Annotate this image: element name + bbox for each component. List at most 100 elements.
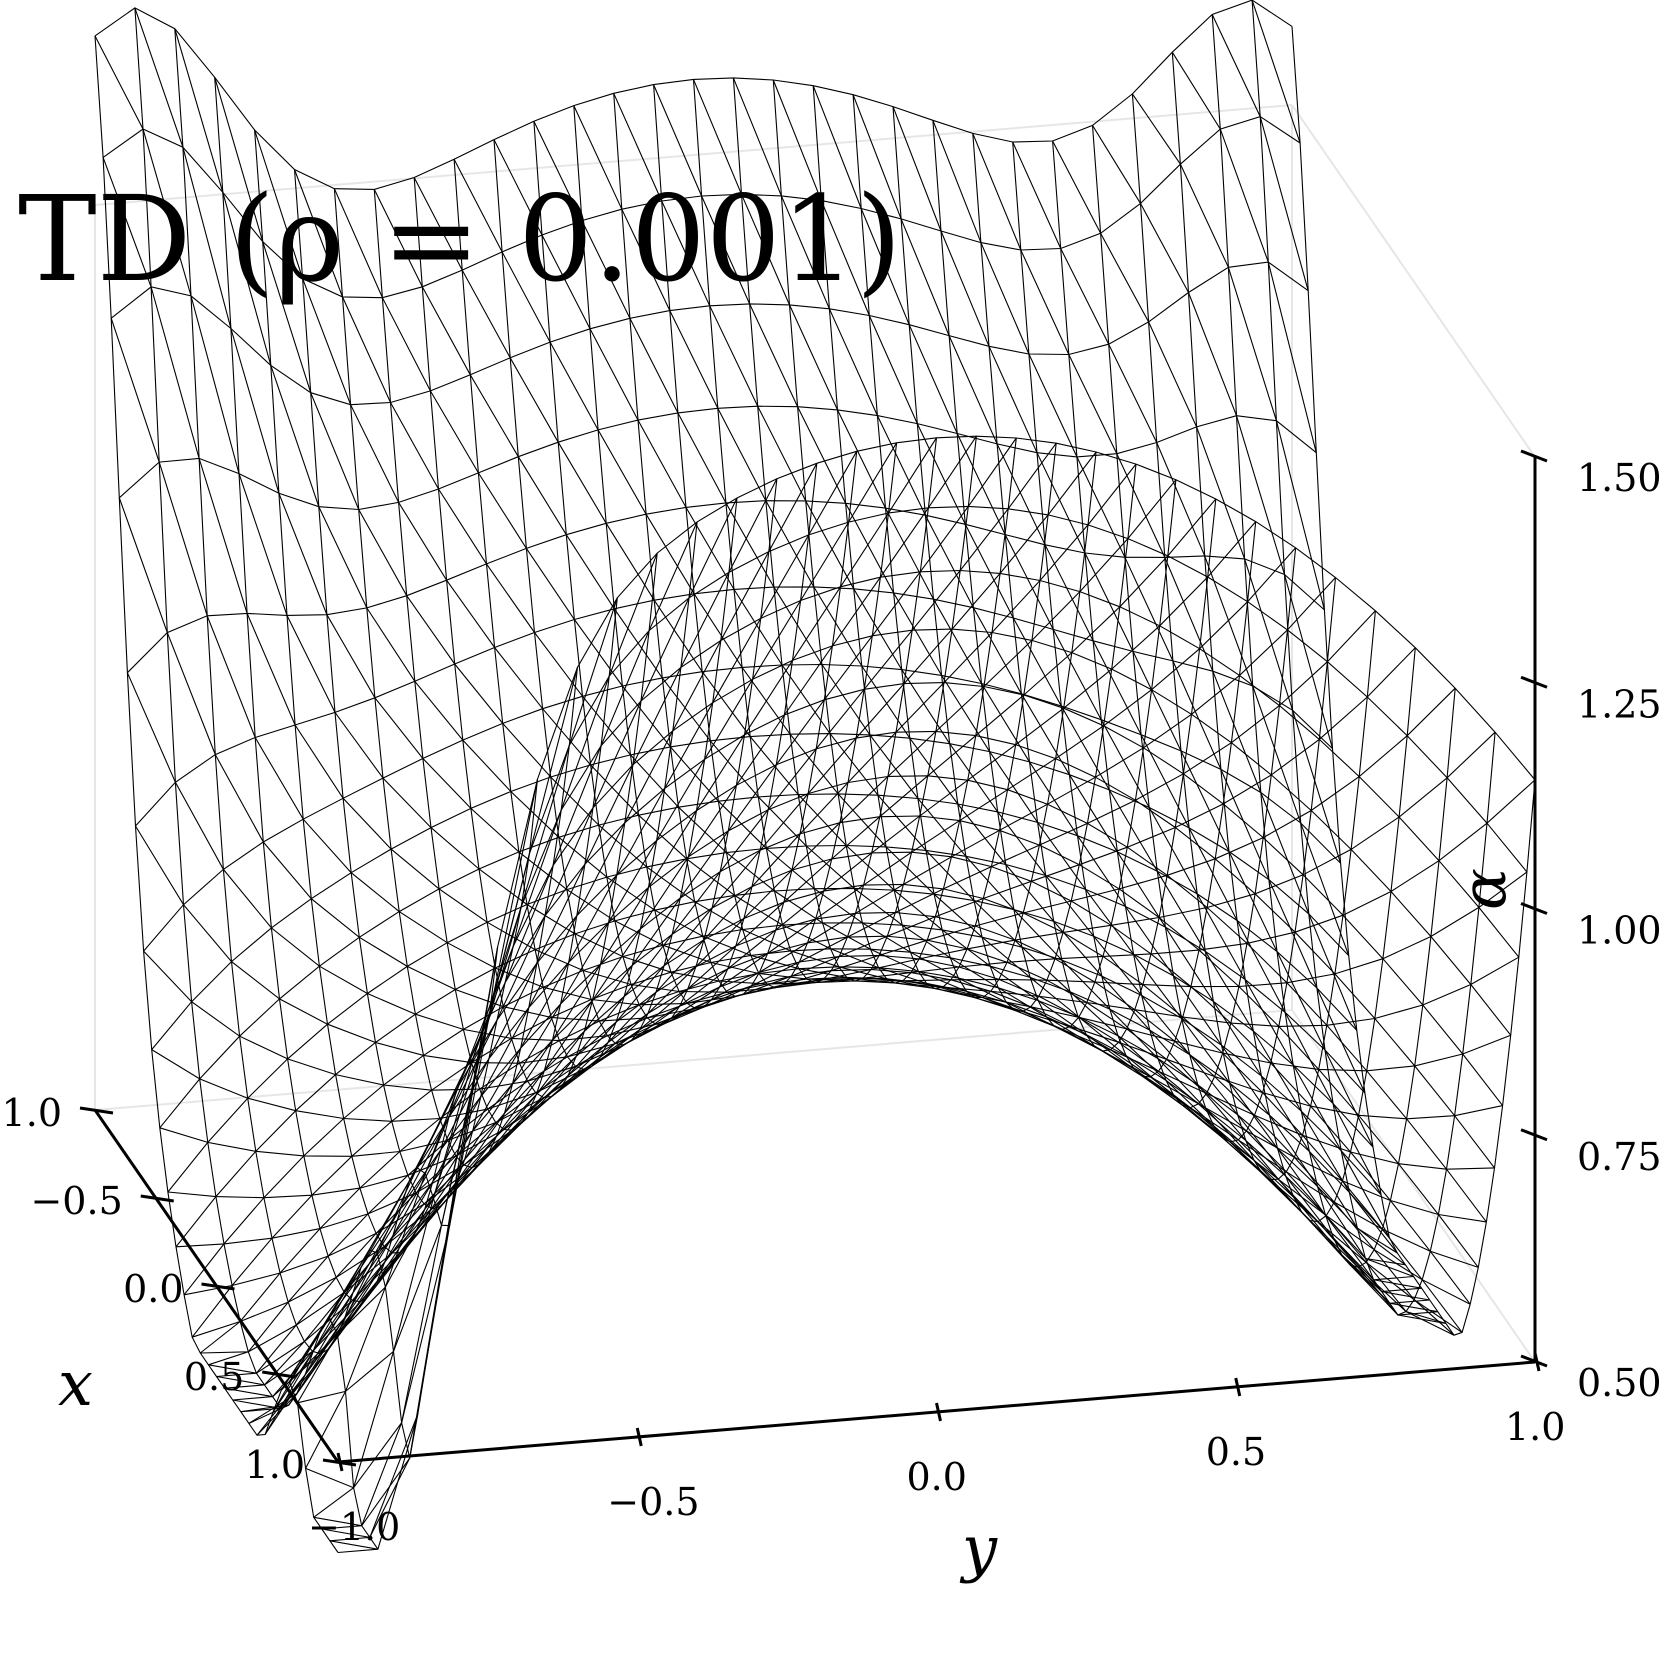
mesh-line-diag (613, 93, 1430, 1301)
mesh-line-diag (134, 7, 1528, 988)
y-axis-line (337, 1360, 1536, 1464)
mesh-line-diag (653, 84, 1422, 1289)
mesh-line-diag (1012, 141, 1350, 956)
mesh-line-diag (329, 1540, 378, 1550)
y-tick-label: 1.0 (1505, 1405, 1565, 1449)
y-tick-mark (635, 1427, 643, 1447)
mesh-line-diag (972, 133, 1358, 1031)
mesh-line-x (127, 500, 1325, 674)
mesh-line-x (329, 505, 1528, 1542)
mesh-line-diag (1211, 14, 1309, 291)
mesh-line-diag (932, 120, 1366, 1094)
mesh-line-diag (256, 497, 738, 1436)
z-tick-mark (1520, 1354, 1548, 1368)
x-tick-label: 0.5 (184, 1355, 244, 1399)
mesh-line-diag (183, 451, 1097, 1296)
mesh-line-diag (110, 318, 1456, 1006)
mesh-line-diag (159, 498, 1217, 1157)
mesh-line-diag (453, 159, 1463, 1333)
y-tick-label: 0.0 (907, 1455, 967, 1499)
mesh-line-diag (812, 85, 1390, 1238)
mesh-line-diag (1131, 93, 1325, 611)
mesh-line-diag (732, 77, 1406, 1266)
mesh-line-y (1291, 26, 1536, 1336)
mesh-line-diag (151, 521, 1257, 1122)
mesh-line-y (1171, 52, 1416, 1223)
z-tick-label: 1.25 (1577, 682, 1662, 726)
mesh-line-diag (293, 169, 1495, 1170)
z-tick-label: 1.50 (1577, 456, 1662, 500)
z-tick-mark (1520, 1128, 1548, 1142)
mesh-line-diag (1052, 140, 1342, 864)
mesh-line-diag (254, 129, 1503, 1120)
mesh-line-diag (94, 35, 1536, 985)
mesh-line-diag (224, 442, 898, 1398)
mesh-line-diag (214, 77, 1511, 1072)
mesh-line-diag (216, 437, 937, 1386)
mesh-line-diag (175, 463, 1137, 1248)
mesh-line-diag (493, 139, 1455, 1336)
mesh-line-diag (174, 28, 1520, 1027)
mesh-line-x (94, 0, 1293, 190)
pane-edge-2 (94, 104, 1293, 206)
x-tick-mark (140, 1194, 174, 1203)
mesh-line-x (159, 793, 1358, 1129)
mesh-line-diag (333, 188, 1487, 1223)
mesh-line-diag (272, 552, 658, 1412)
axis-panes (94, 104, 1536, 1363)
wireframe-surface (94, 0, 1536, 1554)
x-tick-label: −1.0 (0, 1091, 62, 1135)
mesh-line-diag (126, 610, 1376, 1042)
mesh-line-diag (1092, 125, 1334, 749)
mesh-line-x (240, 954, 1438, 1413)
x-tick-mark (262, 1370, 296, 1379)
z-tick-mark (1520, 675, 1548, 689)
x-tick-label: 1.0 (245, 1443, 305, 1487)
mesh-line-diag (413, 177, 1471, 1305)
mesh-line-diag (208, 435, 977, 1374)
mesh-line-diag (692, 79, 1414, 1278)
mesh-line-diag (135, 577, 1336, 1064)
axes: −1.0−0.50.00.51.0−1.0−0.50.00.51.00.500.… (0, 449, 1662, 1549)
chart-title: TD (ρ = 0.001) (18, 170, 902, 308)
mesh-line-diag (240, 463, 818, 1413)
x-tick-label: 0.0 (123, 1267, 183, 1311)
mesh-line-diag (297, 778, 539, 1404)
x-tick-mark (79, 1106, 114, 1115)
mesh-line-diag (264, 521, 698, 1435)
x-tick-label: −0.5 (30, 1179, 122, 1223)
mesh-line-diag (102, 157, 1496, 993)
x-axis-label: x (58, 1347, 93, 1420)
y-axis-label: y (959, 1512, 998, 1585)
mesh-line-diag (118, 497, 1416, 1022)
x-tick-mark (201, 1282, 235, 1291)
mesh-line-diag (1251, 0, 1301, 144)
z-tick-mark (1520, 902, 1548, 915)
mesh-line-diag (772, 79, 1398, 1254)
mesh-line-diag (373, 189, 1479, 1268)
mesh-line-diag (533, 121, 1446, 1324)
mesh-line-diag (143, 547, 1297, 1091)
mesh-line-x (224, 977, 1422, 1389)
mesh-line-diag (200, 437, 1017, 1354)
z-tick-label: 1.00 (1577, 909, 1662, 953)
pane-edge-3 (1291, 104, 1536, 458)
mesh-line-diag (305, 946, 499, 1489)
z-tick-mark (1520, 449, 1548, 463)
z-tick-label: 0.75 (1577, 1135, 1662, 1179)
z-tick-label: 0.50 (1577, 1361, 1662, 1405)
mesh-line-diag (892, 106, 1374, 1148)
mesh-line-y (1012, 141, 1257, 1078)
z-axis-label: α (1447, 868, 1520, 910)
x-tick-mark (322, 1458, 357, 1467)
y-tick-label: −1.0 (308, 1505, 400, 1549)
y-tick-label: −0.5 (607, 1480, 699, 1524)
mesh-line-diag (852, 94, 1382, 1196)
mesh-line-diag (1171, 51, 1317, 453)
mesh-line-diag (232, 451, 858, 1409)
mesh-line-x (191, 948, 1390, 1338)
y-tick-mark (1234, 1377, 1242, 1397)
mesh-line-x (118, 405, 1317, 511)
y-tick-label: 0.5 (1206, 1430, 1266, 1474)
